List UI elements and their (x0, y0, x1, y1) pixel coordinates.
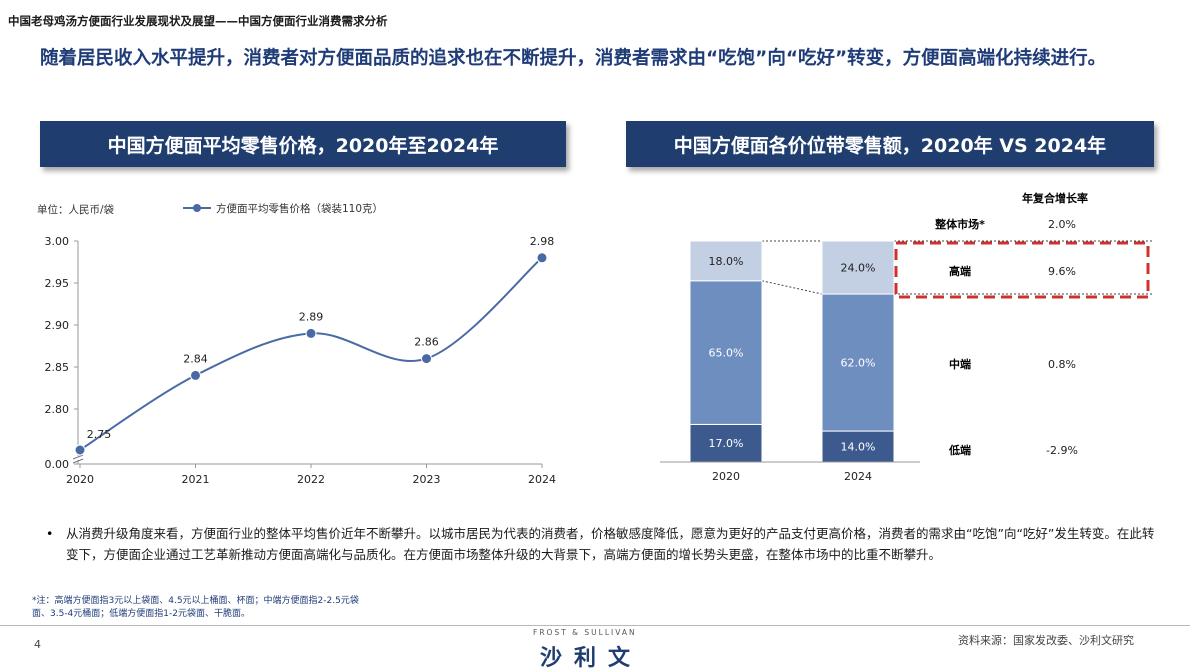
bar-category-label: 2024 (844, 470, 872, 483)
y-tick-label: 2.80 (45, 403, 70, 416)
brand-logo-cn: 沙利文 (540, 646, 643, 671)
cagr-row-value: 2.0% (1048, 218, 1076, 231)
bar-segment-label: 18.0% (709, 255, 744, 268)
cagr-row-label: 整体市场* (934, 217, 985, 231)
footnote: *注：高端方便面指3元以上袋面、4.5元以上桶面、杯面；中端方便面指2-2.5元… (32, 596, 359, 619)
legend-marker (193, 204, 201, 212)
high-end-highlight (894, 241, 1150, 299)
right-chart-banner: 中国方便面各价位带零售额，2020年 VS 2024年 (626, 121, 1154, 167)
line-data-point (190, 369, 201, 381)
left-chart-banner: 中国方便面平均零售价格，2020年至2024年 (40, 121, 566, 167)
bar-segment-label: 14.0% (841, 441, 876, 454)
price-line-chart: 单位：人民币/袋 方便面平均零售价格（袋装110克） 0.00 2.80 2.85 2… (37, 202, 556, 486)
brand-logo-en: FROST & SULLIVAN (533, 628, 637, 637)
y-tick-label: 2.95 (45, 277, 70, 290)
headline: 随着居民收入水平提升，消费者对方便面品质的追求也在不断提升，消费者需求由“吃饱”… (40, 48, 1107, 69)
cagr-row-label: 中端 (949, 357, 971, 371)
x-tick-label: 2021 (182, 473, 210, 486)
cagr-header: 年复合增长率 (1022, 191, 1088, 205)
footer-divider (0, 625, 1190, 626)
axis-break-mark (72, 454, 84, 464)
bar-connector-line (761, 280, 823, 295)
price-band-bar-chart: 年复合增长率 17.0% 65.0% 18.0% 14.0% 62.0% 24.0% 20… (660, 191, 1153, 483)
y-tick-label: 3.00 (45, 235, 70, 248)
bullet-text: 从消费升级角度来看，方便面行业的整体平均售价近年不断攀升。以城市居民为代表的消费… (66, 526, 1155, 562)
cagr-row-label: 高端 (949, 264, 971, 278)
cagr-row-value: 0.8% (1048, 358, 1076, 371)
y-tick-label: 2.90 (45, 319, 70, 332)
x-tick-label: 2023 (413, 473, 441, 486)
line-data-point (421, 353, 432, 365)
line-data-point (74, 444, 86, 456)
bar-segment-label: 62.0% (841, 357, 876, 370)
bar-segment (821, 240, 895, 295)
x-tick-label: 2022 (297, 473, 325, 486)
page-title: 中国老母鸡汤方便面行业发展现状及展望——中国方便面行业消费需求分析 (8, 14, 388, 28)
bar-segment (689, 280, 763, 425)
legend-label: 方便面平均零售价格（袋装110克） (216, 202, 383, 215)
line-data-label: 2.98 (530, 235, 555, 248)
line-data-label: 2.75 (87, 428, 112, 441)
bar-category-label: 2020 (712, 470, 740, 483)
bar-segment (689, 240, 763, 282)
line-data-label: 2.86 (414, 336, 439, 349)
bar-segment (821, 293, 895, 432)
cagr-row-label: 低端 (948, 443, 971, 457)
bar-segment-label: 17.0% (709, 437, 744, 450)
bar-segment (821, 430, 895, 463)
x-tick-label: 2020 (66, 473, 94, 486)
line-data-label: 2.84 (183, 352, 208, 365)
page-number: 4 (34, 638, 41, 651)
line-data-point (536, 252, 548, 264)
y-tick-label: 2.85 (45, 361, 70, 374)
bullet-dot: • (46, 526, 54, 541)
bar-segment-label: 65.0% (709, 347, 744, 360)
unit-label: 单位：人民币/袋 (37, 203, 115, 216)
cagr-row-value: -2.9% (1046, 444, 1078, 457)
y-tick-label: 0.00 (45, 458, 70, 471)
bar-segment-label: 24.0% (841, 262, 876, 275)
cagr-row-value: 9.6% (1048, 265, 1076, 278)
x-tick-label: 2024 (528, 473, 556, 486)
line-data-point (305, 327, 317, 339)
source-note: 资料来源：国家发改委、沙利文研究 (958, 634, 1134, 647)
line-data-label: 2.89 (299, 310, 324, 323)
